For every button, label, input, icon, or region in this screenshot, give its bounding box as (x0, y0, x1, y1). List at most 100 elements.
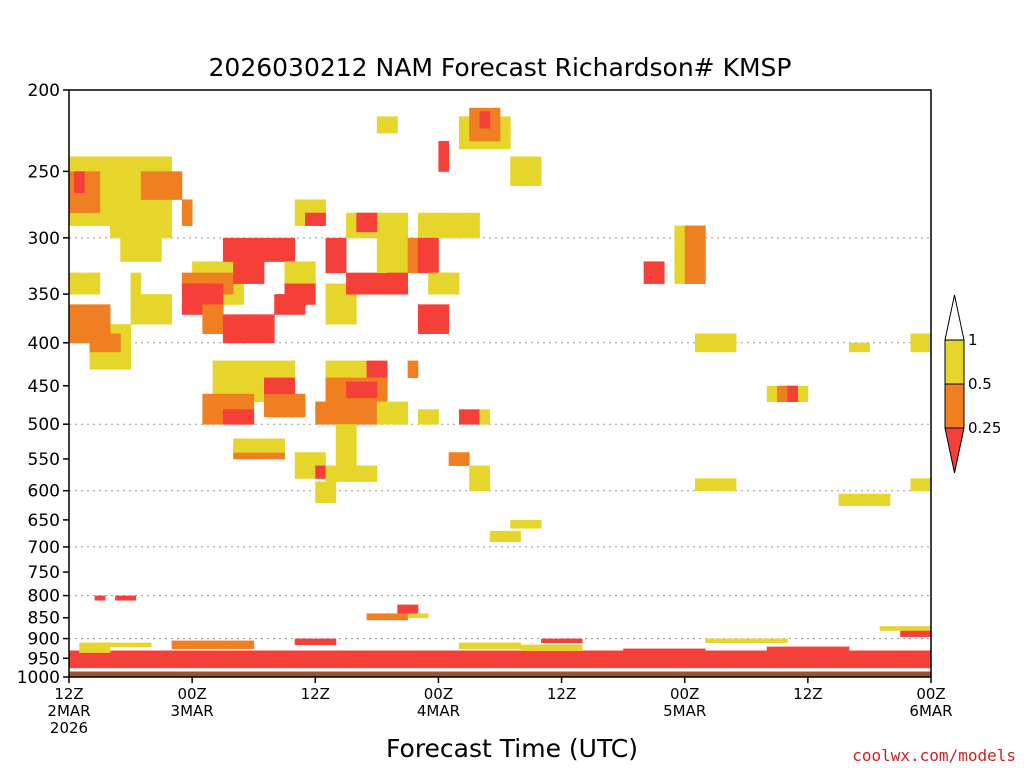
heatmap-cell (551, 638, 562, 644)
heatmap-cell (602, 662, 614, 667)
heatmap-cell (756, 638, 768, 644)
heatmap-cell (756, 658, 768, 663)
region-50 (407, 360, 419, 378)
heatmap-cell (510, 530, 521, 537)
heatmap-cell (879, 493, 891, 501)
heatmap-cell (181, 283, 193, 295)
heatmap-cell (69, 283, 80, 295)
heatmap-cell (305, 638, 316, 644)
heatmap-cell (315, 665, 326, 669)
heatmap-cell (571, 665, 583, 669)
region-67 (510, 156, 542, 187)
heatmap-cell (397, 225, 409, 239)
heatmap-cell (520, 654, 532, 659)
heatmap-cell (705, 665, 716, 669)
heatmap-cell (500, 536, 511, 543)
heatmap-cell (335, 304, 347, 315)
heatmap-cell (746, 638, 757, 644)
x-axis-label: Forecast Time (UTC) (386, 734, 638, 763)
heatmap-cell (294, 452, 306, 460)
heatmap-cell (79, 272, 90, 284)
heatmap-cell (140, 304, 152, 315)
heatmap-cell (243, 640, 255, 646)
heatmap-cell (387, 272, 398, 284)
heatmap-cell (387, 650, 398, 655)
heatmap-cell (79, 658, 90, 663)
heatmap-cell (910, 478, 922, 485)
legend-swatch (944, 339, 965, 385)
heatmap-cell (115, 595, 126, 601)
region-72 (694, 333, 737, 353)
heatmap-cell (263, 377, 275, 387)
region-84 (115, 595, 137, 601)
heatmap-cell (910, 650, 922, 655)
credit-text[interactable]: coolwx.com/models (852, 746, 1016, 765)
heatmap-cell (161, 294, 173, 305)
heatmap-cell (520, 662, 532, 667)
heatmap-cell (458, 452, 470, 460)
region-66 (438, 140, 450, 172)
heatmap-cell (633, 662, 645, 667)
heatmap-cell (530, 525, 542, 529)
heatmap-cell (233, 385, 244, 395)
heatmap-cell (551, 665, 562, 669)
heatmap-cell (356, 283, 367, 295)
heatmap-cell (859, 662, 870, 667)
heatmap-cell (161, 199, 173, 214)
heatmap-cell (777, 654, 788, 659)
heatmap-cell (253, 393, 265, 403)
heatmap-cell (366, 478, 378, 482)
heatmap-cell (161, 156, 173, 172)
heatmap-cell (346, 452, 357, 460)
region-59 (448, 452, 470, 466)
heatmap-cell (222, 644, 234, 649)
heatmap-cell (243, 333, 255, 344)
heatmap-cell (869, 650, 881, 655)
heatmap-cell (787, 385, 798, 395)
heatmap-cell (736, 654, 747, 659)
heatmap-cell (623, 665, 634, 669)
heatmap-cell (428, 314, 439, 325)
heatmap-cell (315, 493, 326, 501)
heatmap-cell (335, 424, 347, 432)
heatmap-cell (376, 249, 388, 262)
heatmap-cell (510, 156, 521, 172)
heatmap-cell (674, 662, 686, 667)
heatmap-cell (89, 283, 101, 295)
heatmap-cell (253, 377, 265, 387)
heatmap-cell (510, 171, 521, 187)
heatmap-cell (263, 369, 275, 378)
heatmap-cell (335, 360, 347, 370)
heatmap-cell (140, 665, 152, 669)
heatmap-cell (376, 617, 388, 621)
heatmap-cell (397, 613, 409, 619)
heatmap-cell (233, 314, 244, 325)
region-39 (407, 237, 419, 274)
heatmap-cell (284, 401, 296, 410)
heatmap-cell (818, 658, 829, 663)
heatmap-cell (489, 642, 501, 647)
heatmap-cell (428, 324, 439, 334)
heatmap-cell (376, 272, 388, 284)
heatmap-cell (479, 111, 491, 129)
heatmap-cell (161, 171, 173, 187)
heatmap-cell (489, 654, 501, 659)
heatmap-cell (274, 360, 285, 370)
heatmap-cell (130, 662, 142, 667)
heatmap-cell (233, 393, 244, 403)
heatmap-cell (458, 646, 470, 649)
heatmap-cell (243, 324, 255, 334)
heatmap-cell (151, 249, 162, 262)
heatmap-cell (920, 626, 931, 631)
heatmap-cell (130, 237, 142, 251)
heatmap-cell (520, 644, 532, 649)
heatmap-cell (212, 360, 224, 370)
heatmap-cell (315, 409, 326, 418)
heatmap-cell (387, 261, 398, 274)
heatmap-cell (777, 662, 788, 667)
heatmap-cell (428, 409, 439, 418)
heatmap-cell (263, 249, 275, 262)
heatmap-cell (140, 314, 152, 325)
region-38 (387, 272, 409, 295)
heatmap-cell (438, 272, 450, 284)
